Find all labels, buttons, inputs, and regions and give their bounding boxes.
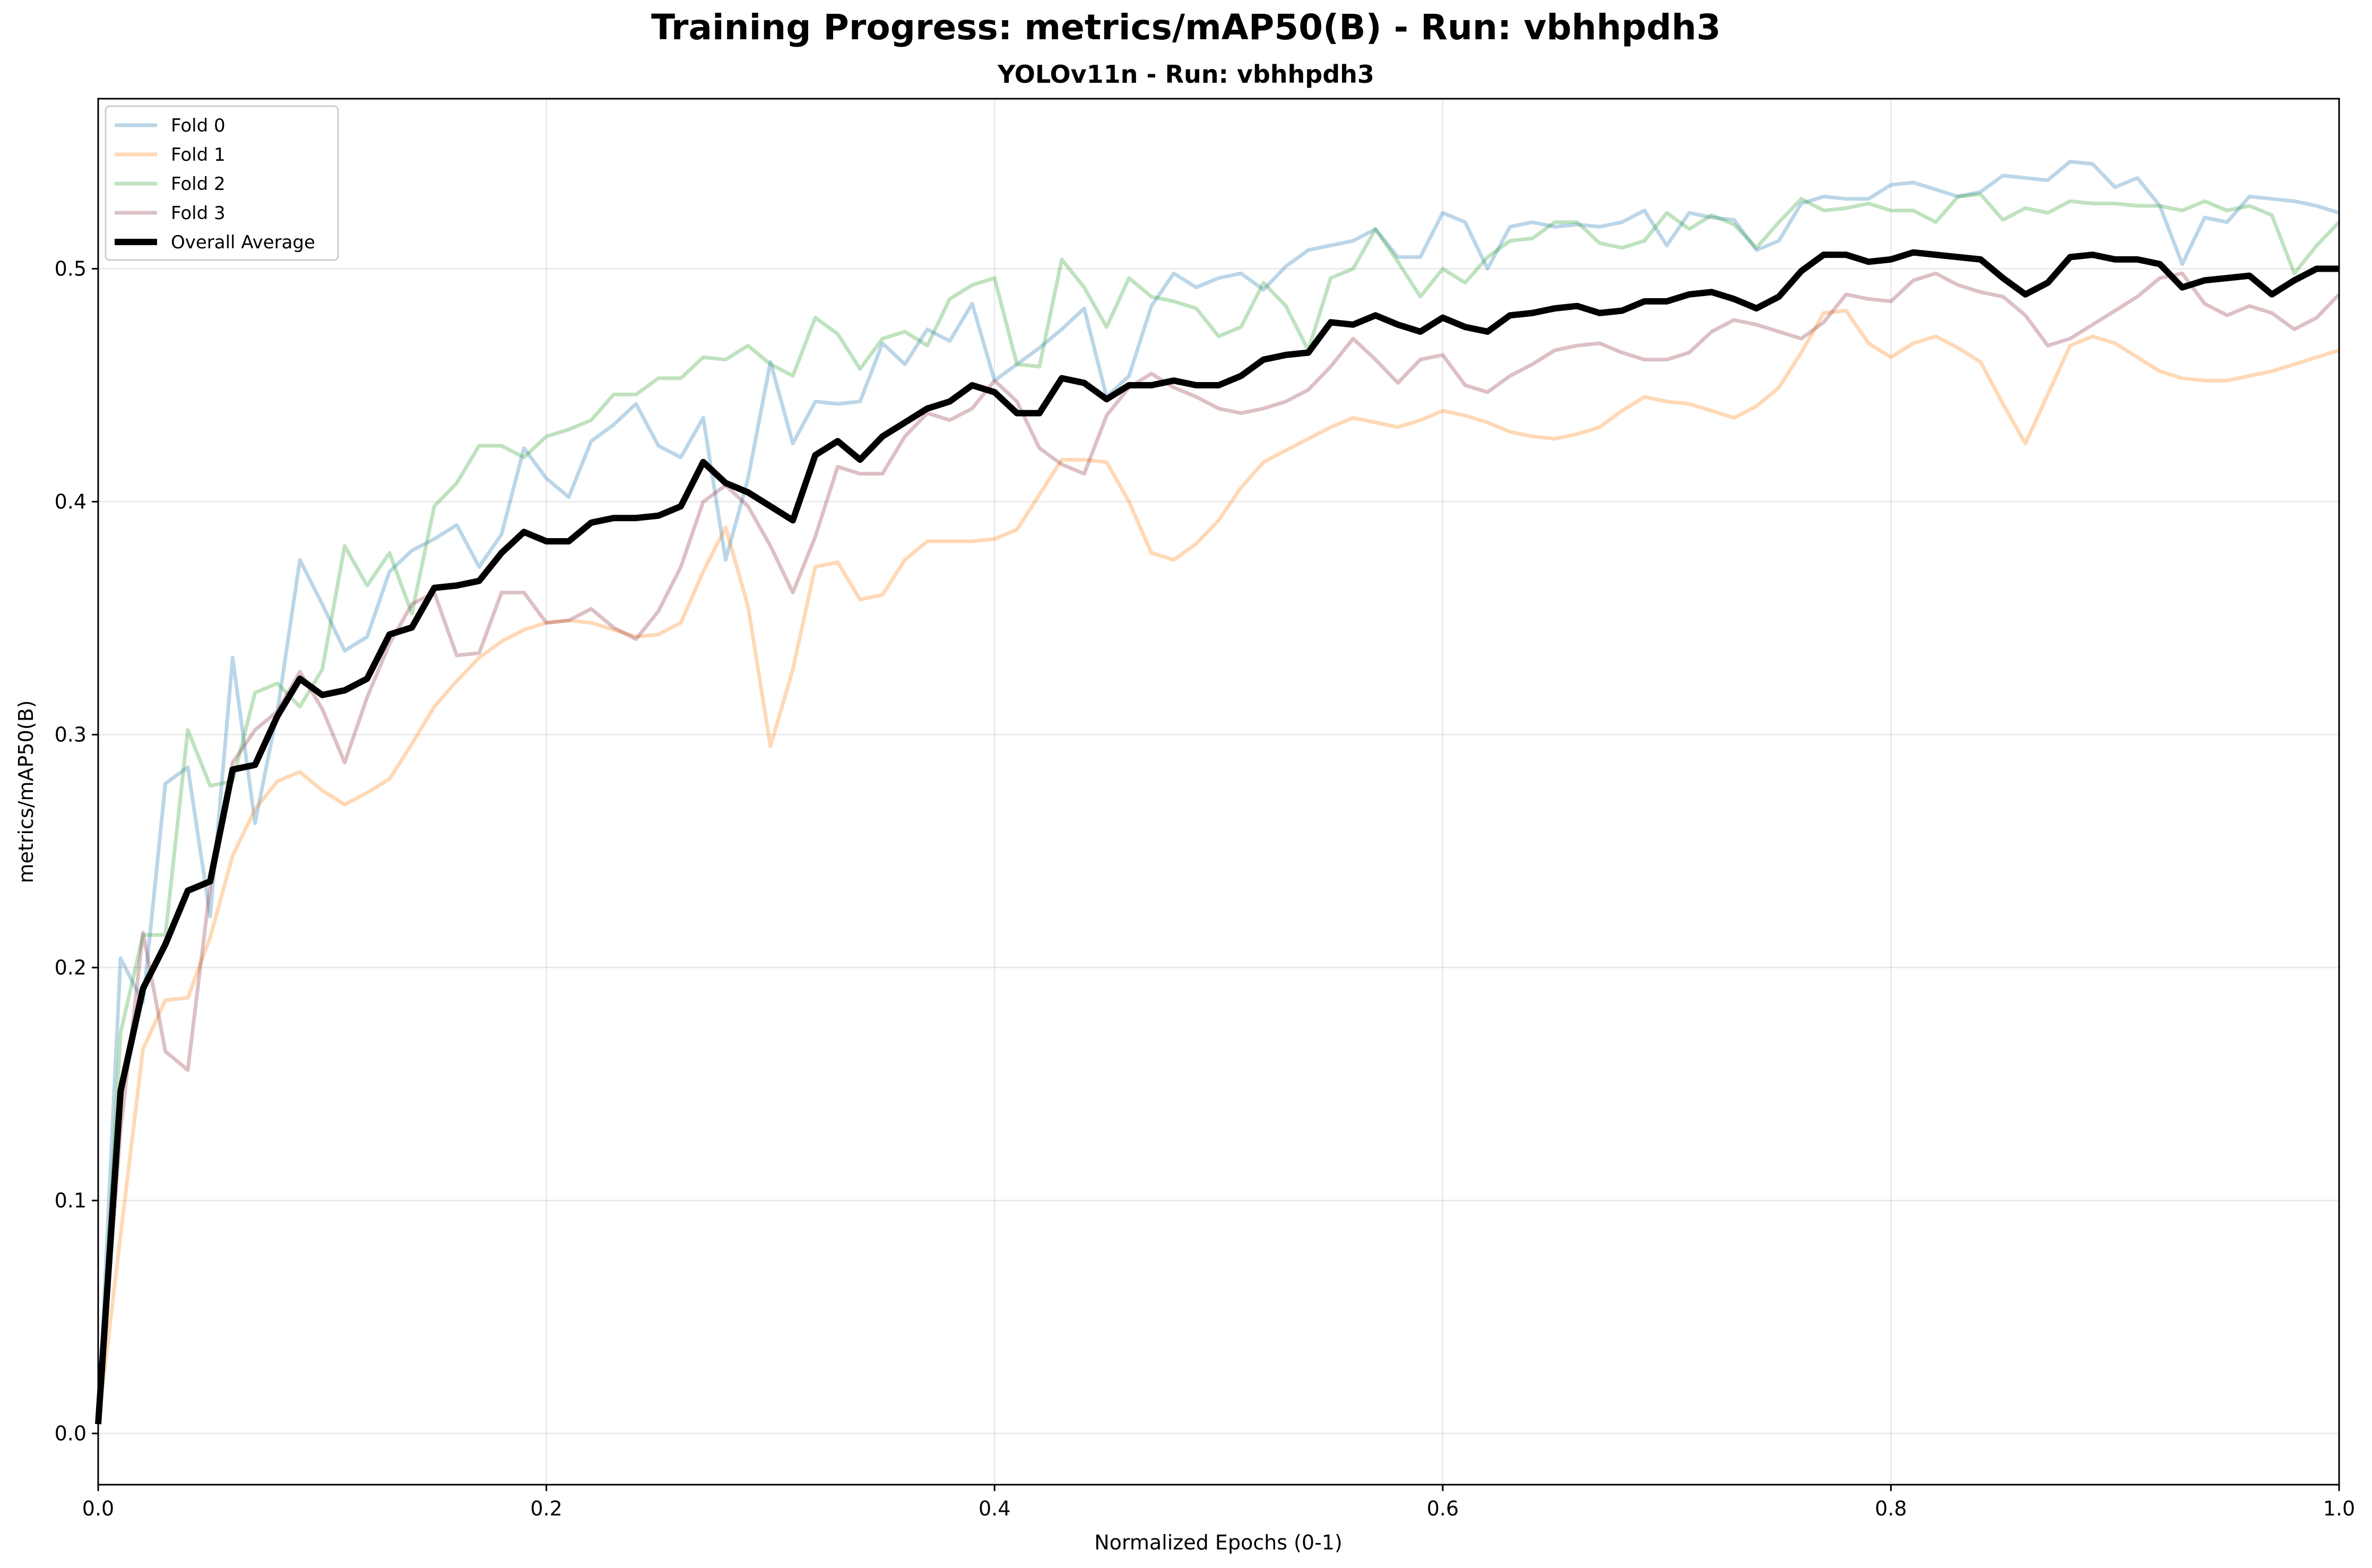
x-tick-label-3: 0.6	[1427, 1497, 1459, 1520]
x-tick-label-4: 0.8	[1875, 1497, 1907, 1520]
series-line-fold-0	[96, 160, 2340, 1425]
legend-label-2: Fold 2	[171, 174, 226, 195]
series-line-fold-2	[96, 192, 2341, 1425]
y-tick-label-3: 0.3	[55, 723, 86, 746]
x-axis-label: Normalized Epochs (0-1)	[1094, 1531, 1343, 1554]
legend-label-0: Fold 0	[171, 115, 226, 136]
legend-box	[105, 105, 339, 261]
x-tick-label-0: 0.0	[82, 1497, 114, 1520]
legend-label-1: Fold 1	[171, 144, 226, 166]
y-tick-label-1: 0.1	[55, 1189, 86, 1212]
chart-subtitle: YOLOv11n - Run: vbhhpdh3	[997, 60, 1374, 89]
y-tick-label-0: 0.0	[55, 1422, 86, 1445]
legend-label-4: Overall Average	[171, 232, 315, 253]
series-line-fold-3	[96, 271, 2341, 1425]
y-tick-label-2: 0.2	[55, 956, 86, 979]
y-tick-label-4: 0.4	[55, 490, 86, 513]
series-lines	[95, 160, 2341, 1425]
x-tick-label-5: 1.0	[2323, 1497, 2355, 1520]
y-tick-label-5: 0.5	[55, 257, 86, 280]
series-line-overall-average	[95, 249, 2339, 1425]
chart-title: Training Progress: metrics/mAP50(B) - Ru…	[651, 7, 1721, 48]
y-axis-label: metrics/mAP50(B)	[14, 700, 38, 883]
legend: Fold 0 Fold 1 Fold 2 Fold 3 Overall Average	[105, 105, 339, 261]
x-tick-label-2: 0.4	[979, 1497, 1010, 1520]
y-axis-ticks: 0.0 0.1 0.2 0.3 0.4 0.5	[55, 257, 98, 1445]
series-line-fold-1	[96, 309, 2340, 1425]
plot-frame	[97, 98, 2340, 1486]
legend-label-3: Fold 3	[171, 203, 226, 224]
x-tick-label-1: 0.2	[530, 1497, 562, 1520]
x-axis-ticks: 0.0 0.2 0.4 0.6 0.8 1.0	[82, 1485, 2355, 1520]
